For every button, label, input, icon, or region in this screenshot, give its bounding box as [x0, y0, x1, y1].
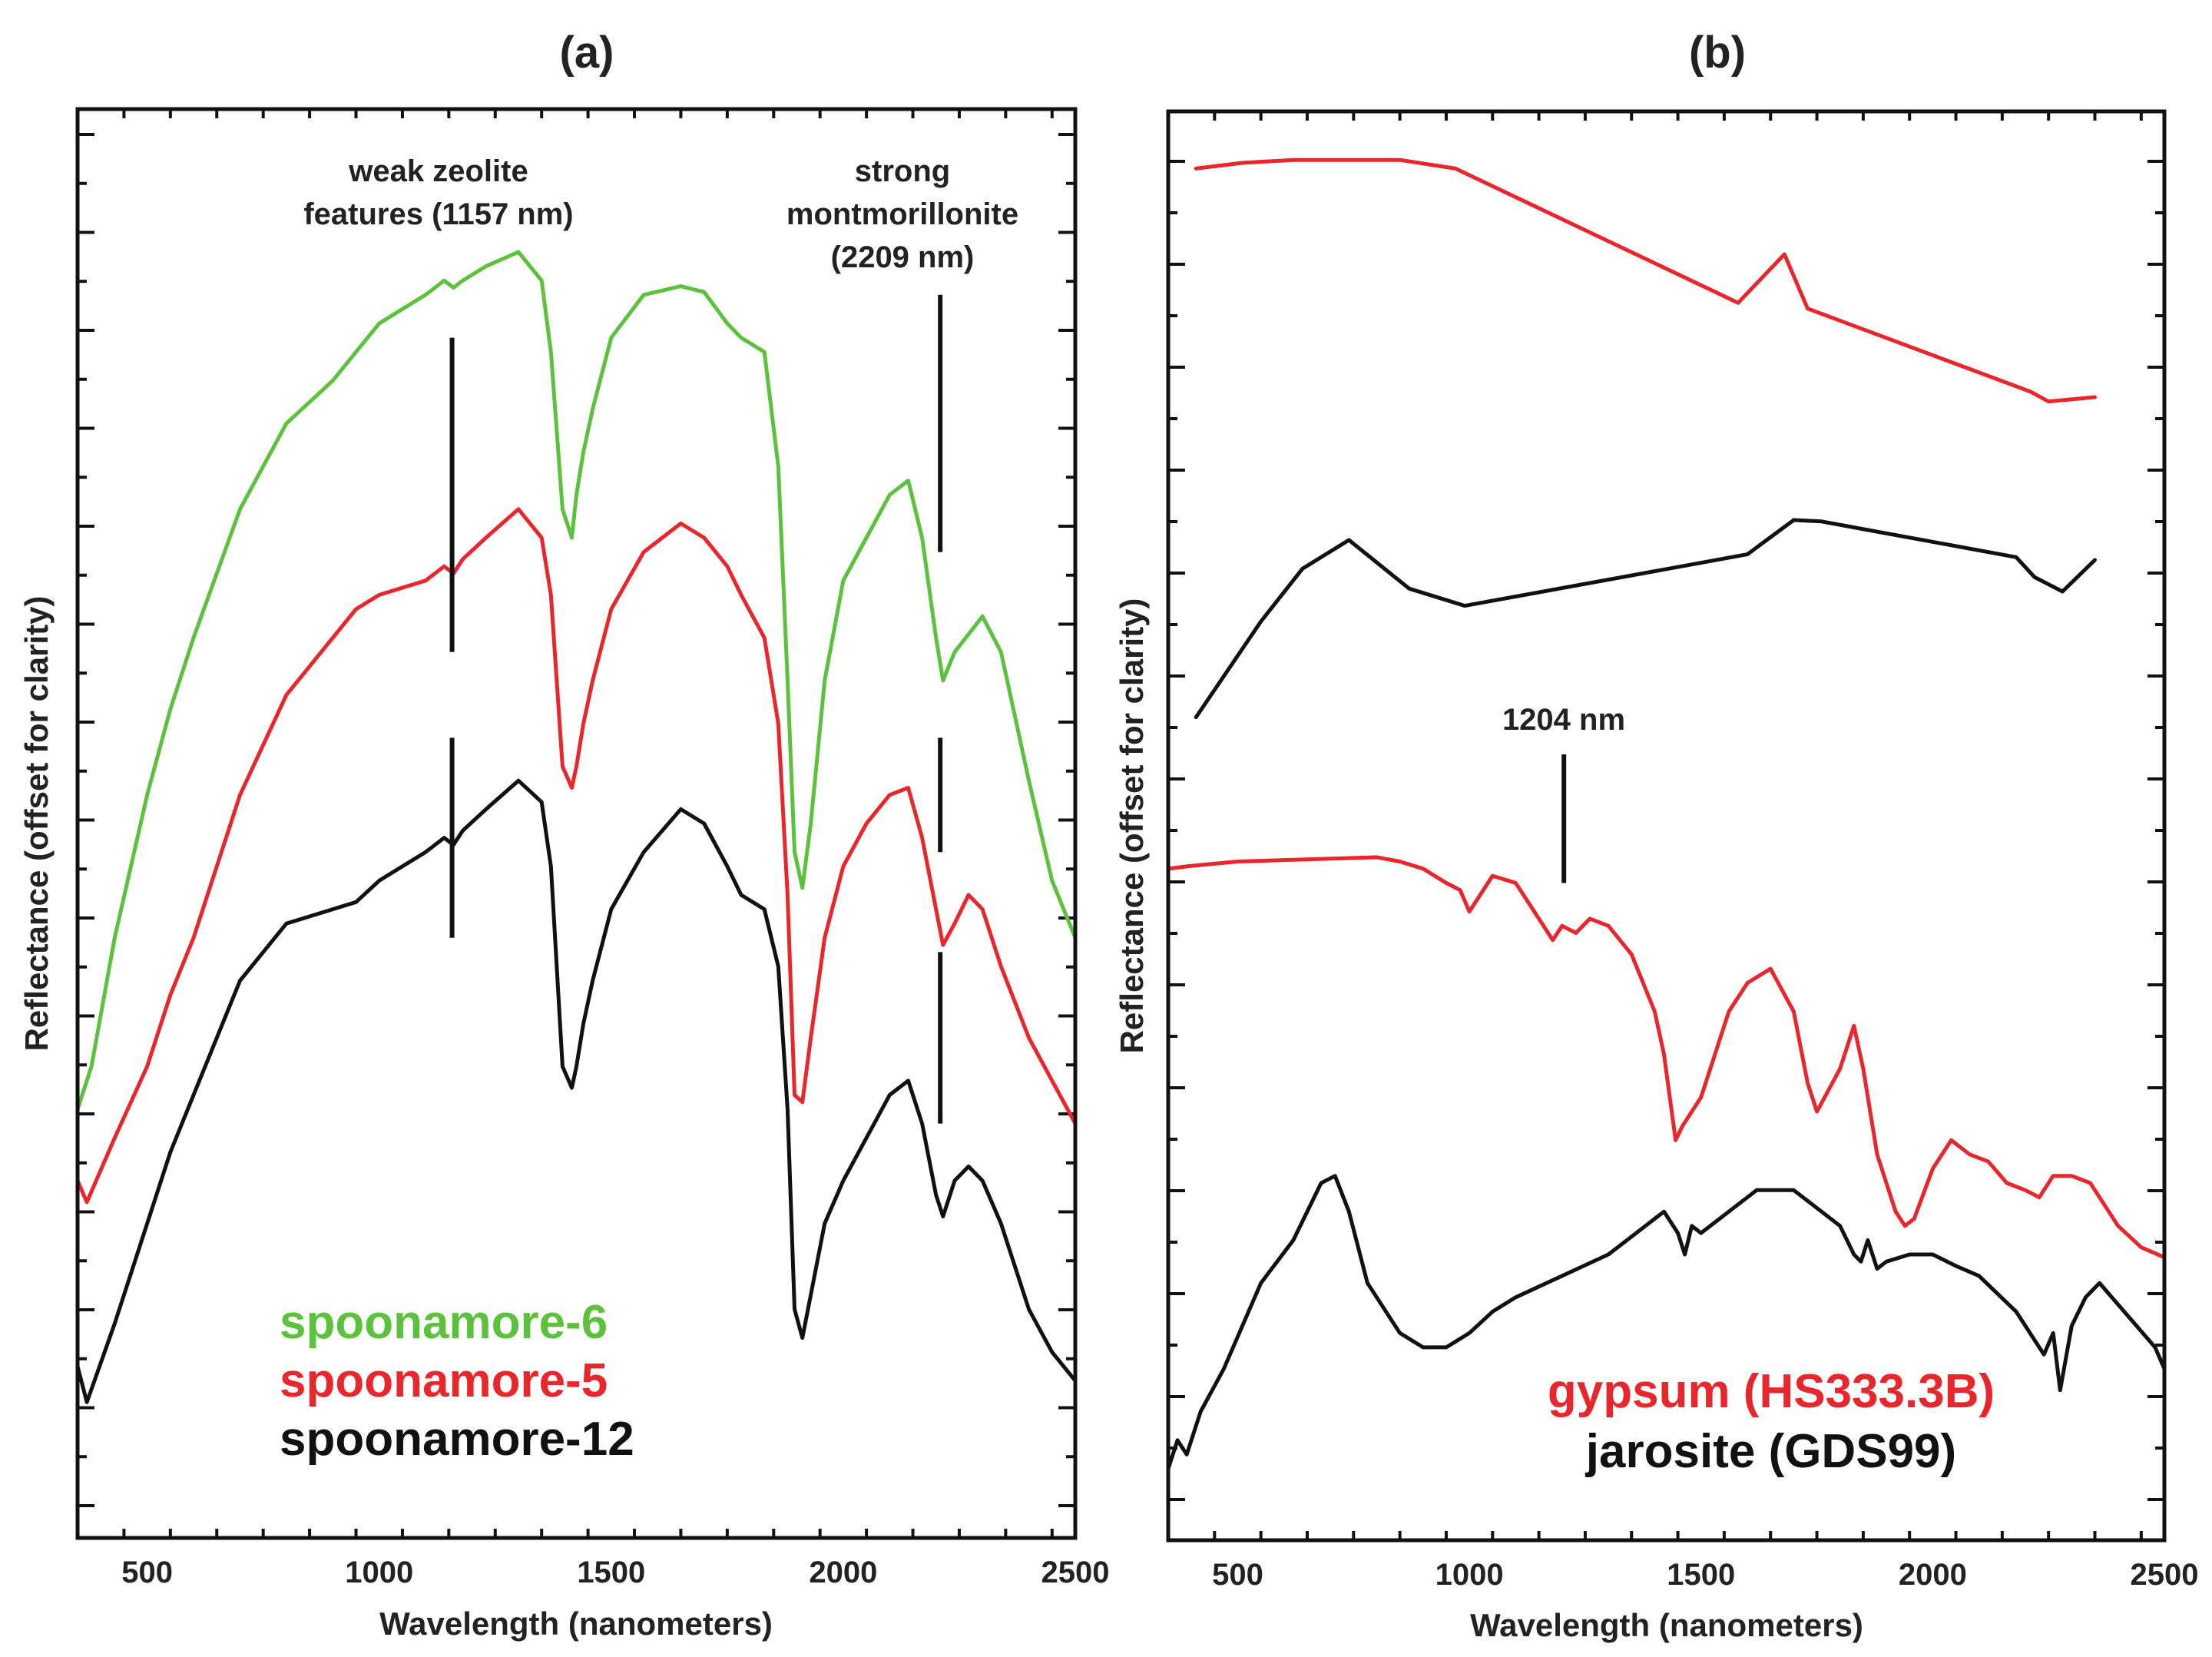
panel-a-annotation-markers — [449, 294, 943, 1124]
panel-b: (b) 500 1000 1500 2000 2500 1204 nm gypsum (… — [1114, 28, 2198, 1643]
x-tick-label-1500: 1500 — [1667, 1558, 1735, 1592]
x-tick-label-2000: 2000 — [1899, 1558, 1967, 1592]
panel-b-ticks — [1168, 111, 2164, 1540]
series-line-spoonamore-12 — [75, 778, 1078, 1404]
series-line-gypsum-library-spectrum — [1194, 157, 2097, 404]
annotation-zeolite-line-1: weak zeolite — [348, 154, 528, 188]
panel-a-x-axis-label: Wavelength (nanometers) — [379, 1606, 773, 1642]
annotation-montmorillonite-line-2: montmorillonite — [786, 197, 1018, 231]
x-tick-label-2500: 2500 — [1041, 1556, 1110, 1589]
series-line-jarosite-gds99 — [1166, 1174, 2167, 1471]
panel-b-x-tick-labels: 500 1000 1500 2000 2500 — [1212, 1558, 2198, 1592]
panel-a-plot-frame — [75, 107, 1078, 1540]
panel-a: (a) 500 1000 1500 2000 2500 weak zeolite fea… — [18, 28, 1109, 1642]
panel-a-label: (a) — [560, 28, 614, 78]
panel-a-y-axis-label: Reflectance (offset for clarity) — [18, 596, 55, 1052]
series-line-spoonamore-6 — [75, 250, 1078, 1112]
legend-spoonamore-5: spoonamore-5 — [280, 1354, 608, 1407]
panel-b-label: (b) — [1689, 28, 1746, 78]
x-tick-label-500: 500 — [121, 1556, 173, 1589]
panel-b-series — [1166, 157, 2167, 1471]
panel-b-x-axis-label: Wavelength (nanometers) — [1470, 1607, 1863, 1643]
annotation-zeolite-line-2: features (1157 nm) — [303, 197, 573, 231]
legend-gypsum: gypsum (HS333.3B) — [1548, 1365, 1995, 1418]
panel-a-x-tick-labels: 500 1000 1500 2000 2500 — [121, 1556, 1109, 1589]
series-line-spoonamore-5 — [75, 507, 1078, 1205]
x-tick-label-500: 500 — [1212, 1558, 1263, 1592]
legend-spoonamore-12: spoonamore-12 — [280, 1413, 634, 1466]
panel-a-series — [75, 250, 1078, 1404]
x-tick-label-1500: 1500 — [577, 1556, 645, 1589]
x-tick-label-1000: 1000 — [345, 1556, 413, 1589]
x-tick-label-2000: 2000 — [809, 1556, 877, 1589]
legend-spoonamore-6: spoonamore-6 — [280, 1296, 608, 1349]
panel-b-y-axis-label: Reflectance (offset for clarity) — [1114, 598, 1150, 1054]
panel-b-plot-frame — [1166, 109, 2167, 1543]
series-line-jarosite-library-spectrum — [1194, 518, 2097, 720]
x-tick-label-1000: 1000 — [1435, 1558, 1504, 1592]
x-tick-label-2500: 2500 — [2131, 1558, 2199, 1592]
legend-jarosite: jarosite (GDS99) — [1585, 1425, 1956, 1478]
annotation-montmorillonite-line-3: (2209 nm) — [831, 240, 975, 274]
series-line-gypsum-hs333-3b — [1166, 855, 2167, 1260]
annotation-montmorillonite-line-1: strong — [855, 154, 950, 188]
annotation-1204nm: 1204 nm — [1502, 703, 1625, 737]
